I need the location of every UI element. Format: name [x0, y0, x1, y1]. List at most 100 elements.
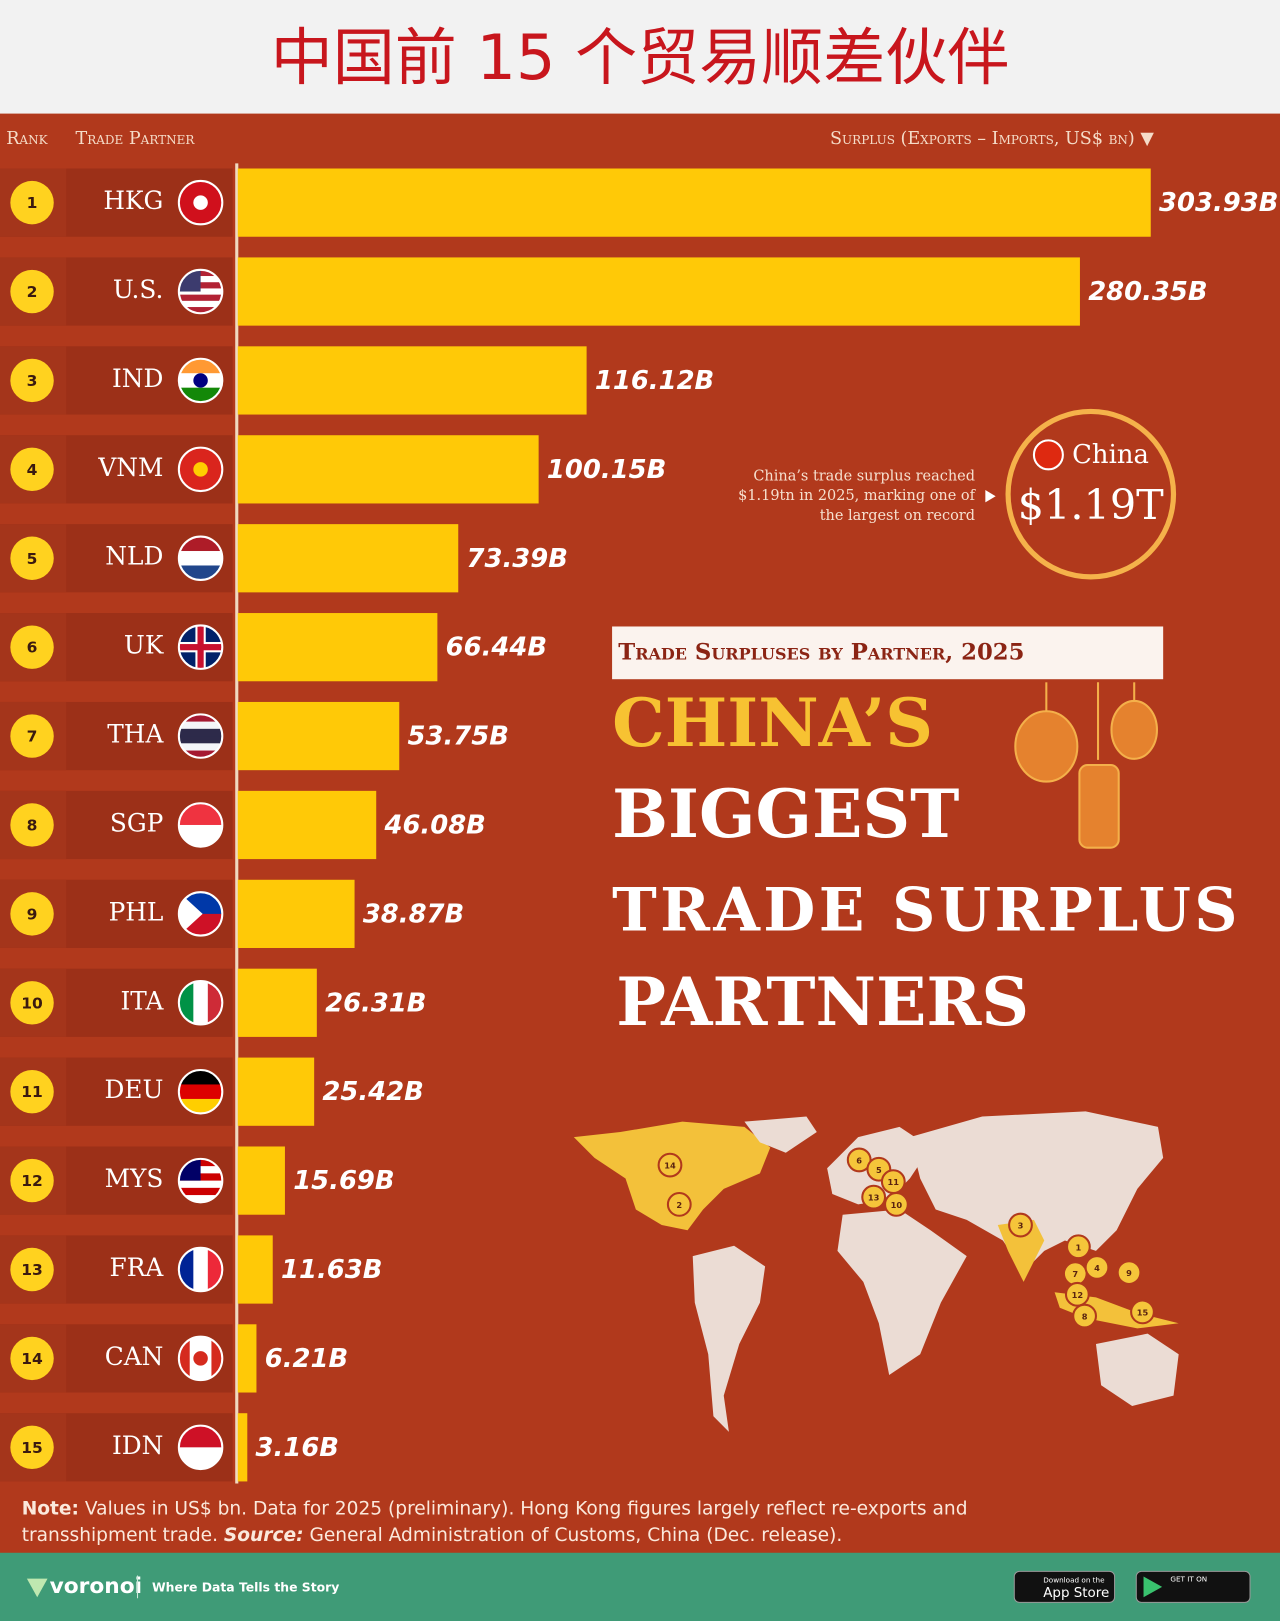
bar — [237, 168, 1151, 237]
map-marker-label: 12 — [1072, 1290, 1084, 1300]
country-code: SGP — [110, 808, 163, 837]
flag-ring — [177, 891, 224, 937]
value-label: 11.63B — [281, 1255, 382, 1285]
flag-emblem — [193, 462, 208, 477]
map-marker — [1130, 1299, 1155, 1325]
flag-ring — [177, 1335, 224, 1382]
map-marker-label: 2 — [676, 1200, 682, 1210]
rank: 12 — [21, 1172, 43, 1190]
callout-arrow — [985, 490, 996, 503]
map-marker — [861, 1184, 887, 1210]
map-marker — [1084, 1255, 1110, 1280]
country-code: UK — [124, 631, 164, 660]
flag-stripe — [178, 714, 223, 723]
rank-badge — [10, 625, 54, 669]
title-line: PARTNERS — [616, 963, 1029, 1041]
rank-badge — [10, 892, 54, 936]
flag — [178, 803, 223, 847]
flag-stripe — [178, 1084, 223, 1100]
china-flag — [1032, 439, 1064, 471]
flag-ring — [177, 1157, 224, 1204]
note-label: Note: — [22, 1498, 79, 1519]
rank: 9 — [27, 905, 38, 923]
rank: 7 — [27, 728, 38, 746]
country-code: VNM — [97, 453, 163, 482]
map-marker-label: 7 — [1072, 1269, 1078, 1279]
source-label: Source: — [224, 1525, 304, 1546]
bar — [237, 790, 377, 860]
note-text: transshipment trade. — [22, 1525, 224, 1546]
value-label: 280.35B — [1088, 277, 1207, 307]
value-label: 116.12B — [595, 366, 714, 396]
play-small: GET IT ON — [1170, 1575, 1207, 1584]
map-marker-label: 1 — [1076, 1242, 1082, 1252]
map-marker — [657, 1152, 683, 1178]
note: transshipment trade. Source: General Adm… — [22, 1525, 843, 1546]
appstore-button[interactable] — [1013, 1570, 1116, 1603]
rank-badge — [10, 1158, 54, 1203]
bar — [237, 1057, 315, 1126]
rank-badge — [10, 803, 54, 847]
rank: 8 — [27, 817, 38, 835]
flag — [178, 892, 223, 936]
value-label: 25.42B — [322, 1077, 423, 1107]
value-label: 38.87B — [363, 899, 464, 929]
map-marker-label: 14 — [664, 1161, 676, 1171]
bar — [237, 1413, 248, 1482]
bar — [237, 968, 317, 1037]
country-code: THA — [107, 720, 164, 749]
bar — [237, 613, 438, 682]
flag-ring — [177, 268, 224, 315]
country-code: IDN — [112, 1431, 163, 1460]
flag-stripe — [178, 1180, 223, 1189]
map-marker-label: 5 — [876, 1165, 882, 1175]
map-marker — [884, 1191, 909, 1217]
bar — [237, 524, 459, 593]
country-code: DEU — [104, 1075, 163, 1104]
flag-ring — [177, 624, 224, 670]
map-marker — [1116, 1260, 1142, 1286]
value-label: 15.69B — [293, 1166, 394, 1196]
note-text: General Administration of Customs, China… — [304, 1525, 843, 1546]
flag-ring — [177, 357, 224, 404]
flag-stripe — [178, 1187, 223, 1196]
flag — [178, 447, 223, 492]
flag-triangle — [178, 892, 203, 936]
lanterns — [1014, 682, 1158, 849]
bar — [237, 346, 587, 415]
appstore-label: App Store — [1043, 1586, 1109, 1601]
header-bg — [0, 0, 1280, 114]
country-code: MYS — [105, 1164, 164, 1193]
bar — [237, 435, 539, 504]
country-code: CAN — [105, 1342, 164, 1371]
title-line: CHINA’S — [612, 684, 933, 762]
subtitle-box — [612, 626, 1164, 680]
callout-text: $1.19tn in 2025, marking one of — [738, 488, 976, 504]
note: Note: Values in US$ bn. Data for 2025 (p… — [22, 1498, 968, 1519]
map-marker-label: 3 — [1018, 1221, 1024, 1231]
col-header: Rank — [6, 129, 48, 149]
flag-ring — [177, 446, 224, 493]
rank: 15 — [21, 1439, 43, 1457]
map-marker — [1065, 1234, 1091, 1260]
map-marker — [1008, 1212, 1033, 1238]
flag-emblem — [193, 373, 208, 388]
flag-stripe — [178, 728, 223, 737]
flag-stripe — [178, 1336, 191, 1381]
title-line: BIGGEST — [612, 775, 959, 853]
brand: voronoi — [50, 1574, 142, 1599]
play-button[interactable] — [1135, 1570, 1251, 1603]
flag-stripe — [193, 1247, 209, 1292]
flag-stripe — [178, 294, 223, 302]
flag-stripe — [178, 803, 223, 826]
rank-badge — [10, 1069, 54, 1114]
subtitle: Trade Surpluses by Partner, 2025 — [618, 639, 1024, 665]
flag-ring — [177, 1068, 224, 1115]
logo-icon — [26, 1578, 48, 1598]
map-marker-label: 8 — [1082, 1312, 1088, 1322]
flag-ring — [177, 535, 224, 581]
rank-badge — [10, 714, 54, 758]
bar — [237, 257, 1080, 326]
appstore-small: Download on the — [1043, 1576, 1105, 1585]
flag-cross — [197, 625, 204, 669]
